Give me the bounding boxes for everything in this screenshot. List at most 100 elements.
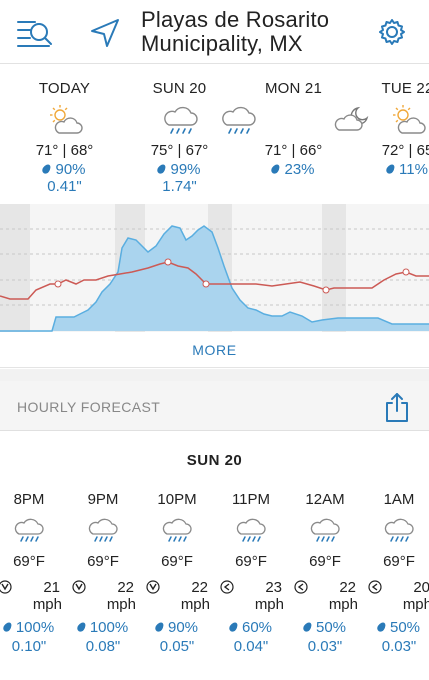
day-name: SUN 20 xyxy=(152,80,207,97)
daily-forecast-strip[interactable]: TODAY 71° | 68° 90% 0.41" SUN 20 75° | 6… xyxy=(0,65,429,205)
partly-cloudy-icon xyxy=(49,105,83,134)
day-temps: 72° | 65 xyxy=(381,142,429,159)
hour-time: 1AM xyxy=(383,491,415,508)
forecast-graph[interactable] xyxy=(0,204,429,332)
day-rain-amount: 1.74" xyxy=(162,178,197,195)
wind-direction-icon xyxy=(368,580,382,594)
hour-item[interactable]: 10PM 69°F 22 mph 90% 0.05" xyxy=(140,488,214,655)
day-precip: 99% xyxy=(122,161,237,178)
hour-wind-speed: 22 xyxy=(117,579,134,596)
hour-time: 8PM xyxy=(13,491,45,508)
section-divider xyxy=(0,369,429,381)
hour-wind-speed: 22 xyxy=(339,579,356,596)
temp-precip-chart xyxy=(0,204,429,332)
hour-temp: 69°F xyxy=(13,553,45,570)
hour-item[interactable]: 9PM 69°F 22 mph 100% 0.08" xyxy=(66,488,140,655)
hour-rain-amount: 0.03" xyxy=(307,638,343,655)
hour-item[interactable]: 8PM 69°F 21 mph 100% 0.10" xyxy=(0,488,66,655)
hour-temp: 69°F xyxy=(161,553,193,570)
day-name: MON 21 xyxy=(264,80,323,97)
city-line-2: Municipality, MX xyxy=(141,31,303,56)
hour-item[interactable]: 12AM 69°F 22 mph 50% 0.03" xyxy=(288,488,362,655)
raindrop-icon xyxy=(156,162,168,176)
hour-precip: 50% xyxy=(362,619,429,636)
day-name: TODAY xyxy=(38,80,91,97)
hour-precip: 50% xyxy=(288,619,362,636)
city-line-1: Playas de Rosarito xyxy=(141,7,330,32)
search-menu-icon[interactable] xyxy=(15,14,55,50)
hour-rain-amount: 0.10" xyxy=(11,638,47,655)
hourly-forecast-title: HOURLY FORECAST xyxy=(17,399,161,415)
partly-cloudy-icon xyxy=(222,106,256,134)
rain-icon xyxy=(384,518,414,542)
day-card[interactable]: TODAY 71° | 68° 90% 0.41" xyxy=(7,65,122,195)
rain-icon xyxy=(236,518,266,542)
day-precip: 23% xyxy=(236,161,351,178)
app-header: Playas de Rosarito Municipality, MX xyxy=(0,0,429,64)
wind-direction-icon xyxy=(146,580,160,594)
rain-icon xyxy=(310,518,340,542)
day-temps: 75° | 67° xyxy=(150,142,209,159)
hour-temp: 69°F xyxy=(383,553,415,570)
hour-precip-value: 50% xyxy=(389,619,421,636)
hour-time: 12AM xyxy=(305,491,345,508)
raindrop-icon xyxy=(153,620,166,634)
rain-icon xyxy=(14,518,44,542)
day-precip: 11% xyxy=(350,161,429,178)
hour-rain-amount: 0.03" xyxy=(381,638,417,655)
cloudy-night-icon xyxy=(334,106,369,131)
hour-time: 11PM xyxy=(231,491,271,508)
hour-wind-speed: 21 xyxy=(43,579,60,596)
wind-direction-icon xyxy=(72,580,86,594)
hour-item[interactable]: 11PM 69°F 23 mph 60% 0.04" xyxy=(214,488,288,655)
hour-precip-value: 100% xyxy=(15,619,55,636)
day-temps: 71° | 66° xyxy=(264,142,323,159)
day-precip-value: 99% xyxy=(170,161,201,178)
hour-precip-value: 50% xyxy=(315,619,347,636)
day-name: TUE 22 xyxy=(381,80,429,97)
hour-precip: 60% xyxy=(214,619,288,636)
hour-wind-speed: 20 xyxy=(413,579,429,596)
wind-direction-icon xyxy=(294,580,308,594)
hourly-forecast-list[interactable]: 8PM 69°F 21 mph 100% 0.10" 9PM 69°F 22 m… xyxy=(0,488,429,680)
day-precip-value: 90% xyxy=(55,161,86,178)
hour-wind: 22 xyxy=(66,579,140,596)
hour-wind: 23 xyxy=(214,579,288,596)
hour-item[interactable]: 1AM 69°F 20 mph 50% 0.03" xyxy=(362,488,429,655)
hourly-day-label: SUN 20 xyxy=(186,452,243,469)
day-precip-value: 11% xyxy=(399,161,428,178)
day-rain-amount: 0.41" xyxy=(47,178,82,195)
hour-time: 9PM xyxy=(87,491,119,508)
raindrop-icon xyxy=(1,620,14,634)
hour-precip: 90% xyxy=(140,619,214,636)
day-precip: 90% xyxy=(7,161,122,178)
hour-wind-unit: mph xyxy=(106,596,136,613)
raindrop-icon xyxy=(384,162,397,176)
hour-precip: 100% xyxy=(0,619,66,636)
raindrop-icon xyxy=(270,162,282,176)
hour-wind-speed: 23 xyxy=(265,579,282,596)
raindrop-icon xyxy=(41,162,53,176)
location-arrow-icon[interactable] xyxy=(86,14,126,50)
hour-temp: 69°F xyxy=(87,553,119,570)
hour-wind-unit: mph xyxy=(32,596,62,613)
hour-precip-value: 90% xyxy=(167,619,199,636)
hour-wind: 21 xyxy=(0,579,66,596)
hour-wind-unit: mph xyxy=(254,596,284,613)
day-precip-value: 23% xyxy=(284,161,315,178)
wind-direction-icon xyxy=(220,580,234,594)
day-card[interactable]: MON 21 71° | 66° 23% xyxy=(236,65,351,178)
hour-wind: 20 xyxy=(362,579,429,596)
rain-icon xyxy=(88,518,118,542)
day-card[interactable]: TUE 22 72° | 65 11% xyxy=(350,65,429,178)
hour-wind-unit: mph xyxy=(180,596,210,613)
more-area: MORE xyxy=(0,332,429,368)
day-card[interactable]: SUN 20 75° | 67° 99% 1.74" xyxy=(122,65,237,195)
gear-icon[interactable] xyxy=(372,14,412,50)
hour-precip: 100% xyxy=(66,619,140,636)
more-button[interactable]: MORE xyxy=(192,342,237,358)
share-icon[interactable] xyxy=(383,391,411,423)
hour-temp: 69°F xyxy=(235,553,267,570)
city-name: Playas de Rosarito Municipality, MX xyxy=(141,8,329,56)
hour-wind-speed: 22 xyxy=(191,579,208,596)
